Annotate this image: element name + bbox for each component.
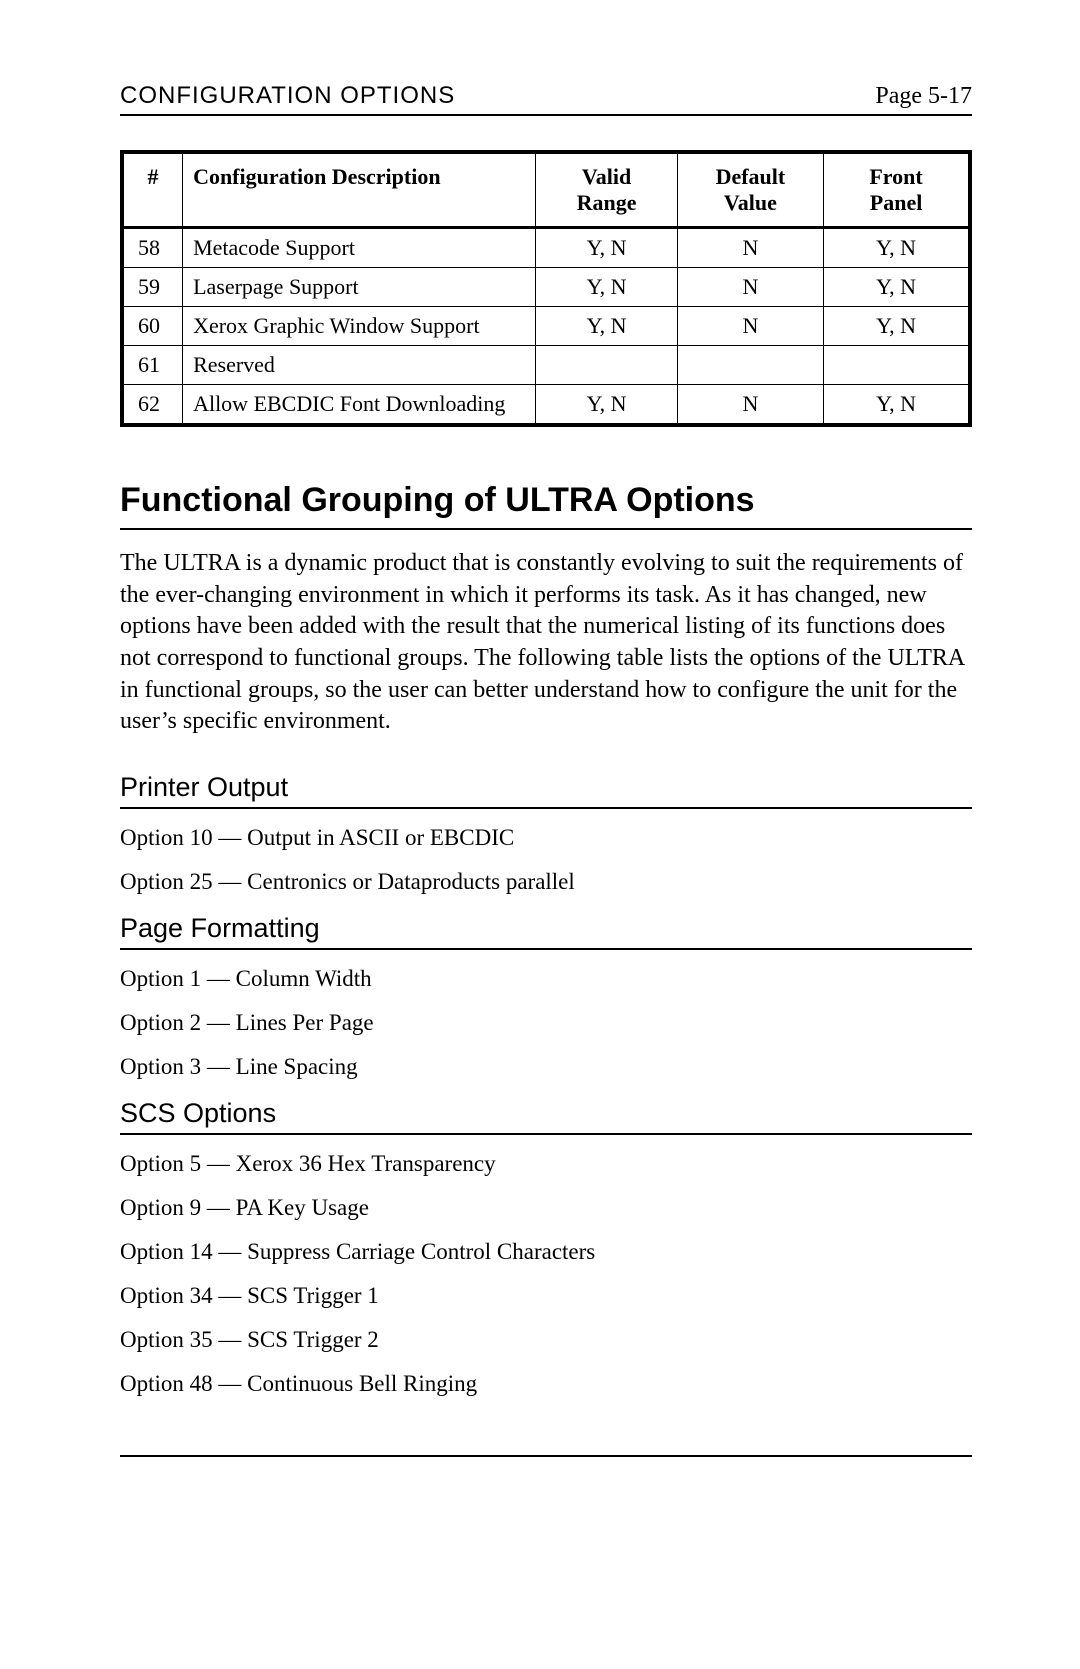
page-header: CONFIGURATION OPTIONS Page 5-17 xyxy=(120,82,972,116)
option-line: Option 48 — Continuous Bell Ringing xyxy=(120,1371,972,1397)
page-header-title: CONFIGURATION OPTIONS xyxy=(120,82,455,110)
option-line: Option 5 — Xerox 36 Hex Transparency xyxy=(120,1151,972,1177)
subsection-page-formatting: Page Formatting xyxy=(120,913,972,950)
cell-valid-range: Y, N xyxy=(536,228,677,268)
cell-description: Xerox Graphic Window Support xyxy=(183,307,536,346)
col-header-default-l2: Value xyxy=(724,190,777,215)
cell-front-panel: Y, N xyxy=(824,307,970,346)
col-header-number: # xyxy=(122,152,183,228)
col-header-default-l1: Default xyxy=(716,164,786,189)
page-header-number: Page 5-17 xyxy=(875,83,972,110)
cell-number: 61 xyxy=(122,346,183,385)
intro-paragraph: The ULTRA is a dynamic product that is c… xyxy=(120,548,972,738)
table-row: 61 Reserved xyxy=(122,346,970,385)
cell-front-panel: Y, N xyxy=(824,268,970,307)
cell-valid-range: Y, N xyxy=(536,268,677,307)
cell-description: Metacode Support xyxy=(183,228,536,268)
cell-number: 58 xyxy=(122,228,183,268)
table-row: 59 Laserpage Support Y, N N Y, N xyxy=(122,268,970,307)
option-line: Option 14 — Suppress Carriage Control Ch… xyxy=(120,1239,972,1265)
cell-number: 62 xyxy=(122,385,183,426)
cell-default-value: N xyxy=(677,385,823,426)
option-line: Option 1 — Column Width xyxy=(120,966,972,992)
cell-valid-range xyxy=(536,346,677,385)
option-line: Option 9 — PA Key Usage xyxy=(120,1195,972,1221)
col-header-front-l1: Front xyxy=(869,164,922,189)
option-line: Option 35 — SCS Trigger 2 xyxy=(120,1327,972,1353)
option-line: Option 10 — Output in ASCII or EBCDIC xyxy=(120,825,972,851)
subsection-printer-output: Printer Output xyxy=(120,772,972,809)
col-header-description: Configuration Description xyxy=(183,152,536,228)
cell-default-value xyxy=(677,346,823,385)
table-header-row: # Configuration Description Valid Range … xyxy=(122,152,970,228)
table-row: 60 Xerox Graphic Window Support Y, N N Y… xyxy=(122,307,970,346)
page-footer-rule xyxy=(120,1455,972,1457)
cell-default-value: N xyxy=(677,228,823,268)
cell-valid-range: Y, N xyxy=(536,307,677,346)
cell-front-panel xyxy=(824,346,970,385)
option-line: Option 3 — Line Spacing xyxy=(120,1054,972,1080)
option-line: Option 34 — SCS Trigger 1 xyxy=(120,1283,972,1309)
table-row: 62 Allow EBCDIC Font Downloading Y, N N … xyxy=(122,385,970,426)
cell-default-value: N xyxy=(677,268,823,307)
cell-default-value: N xyxy=(677,307,823,346)
section-heading-functional-grouping: Functional Grouping of ULTRA Options xyxy=(120,481,972,530)
col-header-front-panel: Front Panel xyxy=(824,152,970,228)
configuration-table: # Configuration Description Valid Range … xyxy=(120,150,972,427)
subsection-scs-options: SCS Options xyxy=(120,1098,972,1135)
col-header-valid-range-l1: Valid xyxy=(582,164,631,189)
table-row: 58 Metacode Support Y, N N Y, N xyxy=(122,228,970,268)
cell-description: Allow EBCDIC Font Downloading xyxy=(183,385,536,426)
cell-description: Reserved xyxy=(183,346,536,385)
cell-front-panel: Y, N xyxy=(824,228,970,268)
option-line: Option 2 — Lines Per Page xyxy=(120,1010,972,1036)
cell-description: Laserpage Support xyxy=(183,268,536,307)
col-header-front-l2: Panel xyxy=(870,190,923,215)
col-header-valid-range: Valid Range xyxy=(536,152,677,228)
cell-front-panel: Y, N xyxy=(824,385,970,426)
cell-valid-range: Y, N xyxy=(536,385,677,426)
option-line: Option 25 — Centronics or Dataproducts p… xyxy=(120,869,972,895)
col-header-default-value: Default Value xyxy=(677,152,823,228)
cell-number: 59 xyxy=(122,268,183,307)
col-header-valid-range-l2: Range xyxy=(577,190,637,215)
cell-number: 60 xyxy=(122,307,183,346)
